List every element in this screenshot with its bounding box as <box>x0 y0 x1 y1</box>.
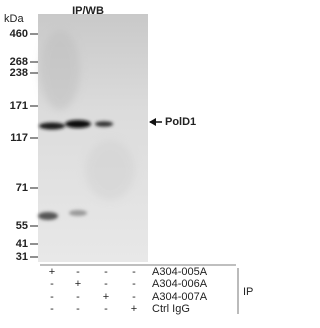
lane-sign: - <box>76 303 80 315</box>
lane-sign: - <box>104 303 108 315</box>
lane-sign: - <box>50 291 54 303</box>
marker-label: 55 <box>16 220 28 232</box>
lane-sign: - <box>132 266 136 278</box>
marker-label: 268 <box>10 56 28 68</box>
marker-label: 41 <box>16 238 28 250</box>
target-label: PolD1 <box>165 116 196 128</box>
lane-sign: + <box>103 291 109 303</box>
lane-sign: - <box>132 278 136 290</box>
lane-sign: - <box>104 278 108 290</box>
lane-sign: - <box>50 303 54 315</box>
lane-sign: + <box>49 266 55 278</box>
arrow-head <box>149 118 156 126</box>
row-label: A304-005A <box>152 266 208 278</box>
marker-label: 31 <box>16 251 28 263</box>
title: IP/WB <box>72 5 104 17</box>
row-label: A304-006A <box>152 278 208 290</box>
row-label: Ctrl IgG <box>152 303 190 315</box>
bands <box>38 120 113 220</box>
lane-sign: - <box>76 291 80 303</box>
marker-label: 238 <box>10 67 28 79</box>
lane-sign: - <box>76 266 80 278</box>
lane-sign: - <box>132 291 136 303</box>
lane-sign: + <box>75 278 81 290</box>
unit-label: kDa <box>4 13 24 25</box>
lane-sign: - <box>104 266 108 278</box>
marker-label: 71 <box>16 182 28 194</box>
lane-sign: + <box>131 303 137 315</box>
background-smear <box>40 30 135 200</box>
marker-label: 117 <box>10 132 28 144</box>
marker-label: 460 <box>10 28 28 40</box>
row-label: A304-007A <box>152 291 208 303</box>
marker-label: 171 <box>10 100 28 112</box>
group-label: IP <box>243 286 253 298</box>
lane-sign: - <box>50 278 54 290</box>
